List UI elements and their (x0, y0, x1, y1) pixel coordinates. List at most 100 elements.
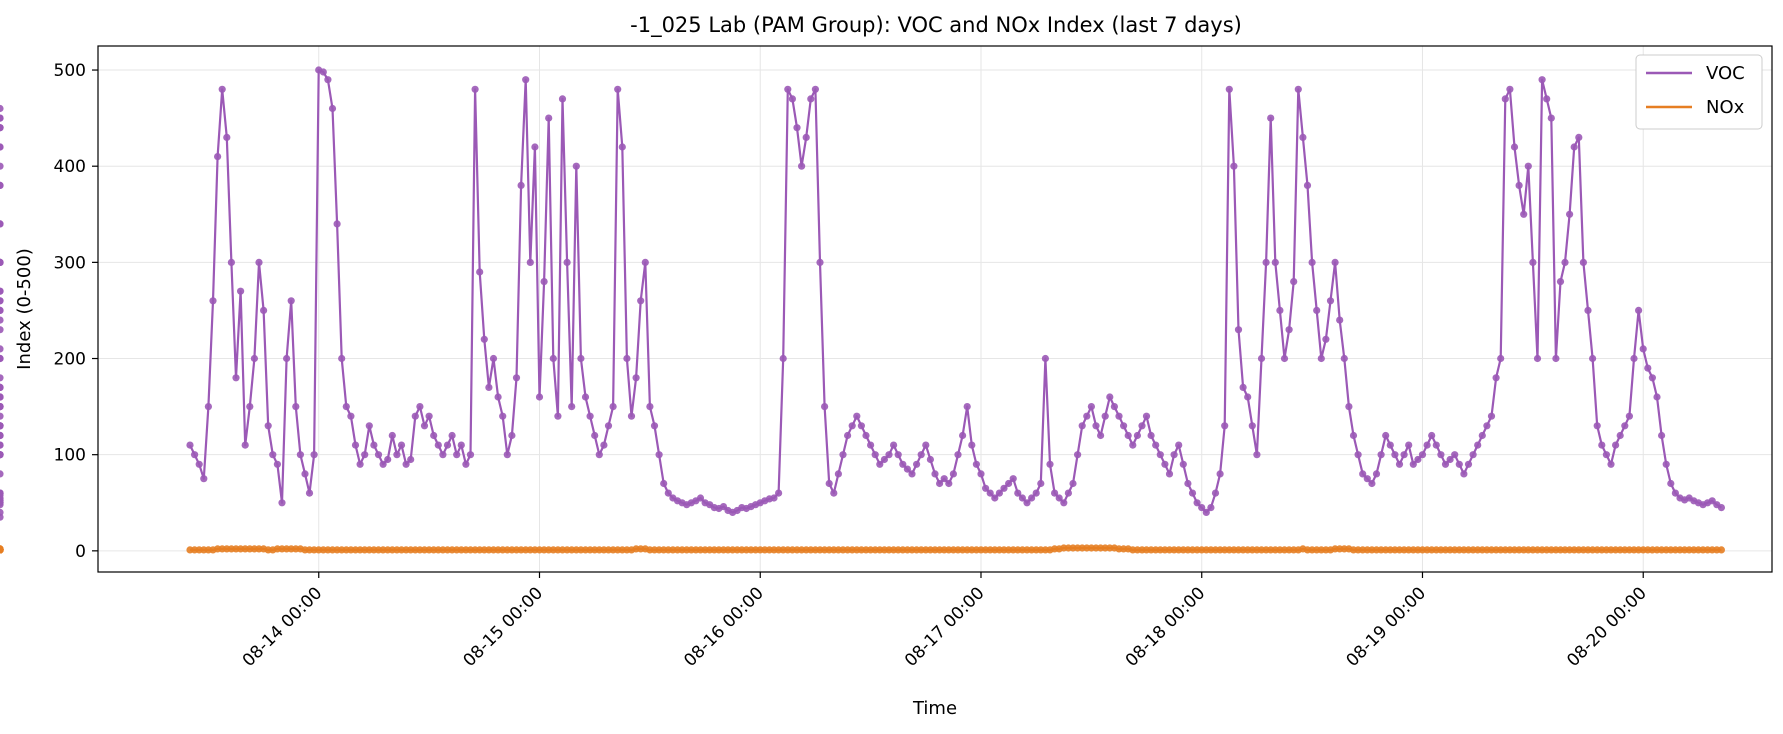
voc-point (655, 451, 663, 459)
voc-point (1225, 85, 1233, 93)
voc-point (1598, 441, 1606, 449)
voc-point (802, 133, 810, 141)
voc-point (1464, 460, 1473, 468)
voc-point (982, 484, 990, 492)
voc-point (1188, 489, 1197, 497)
voc-point (0, 124, 4, 132)
voc-point (798, 162, 806, 170)
voc-point (214, 153, 222, 161)
voc-point (1207, 504, 1215, 512)
voc-point (913, 460, 921, 468)
voc-point (195, 460, 203, 468)
voc-point (1184, 479, 1192, 488)
voc-point (609, 403, 617, 411)
voc-point (448, 431, 456, 440)
voc-point (204, 403, 212, 411)
voc-point (0, 513, 4, 521)
voc-point (191, 451, 199, 459)
voc-point (1253, 451, 1261, 459)
voc-point (1064, 489, 1072, 497)
voc-point (834, 470, 843, 478)
voc-point (347, 412, 355, 420)
voc-point (1101, 412, 1109, 420)
voc-point (0, 306, 4, 314)
voc-point (430, 431, 438, 440)
voc-point (1441, 460, 1450, 468)
voc-point (853, 412, 861, 420)
voc-point (411, 412, 419, 420)
voc-point (940, 475, 948, 483)
voc-point (1051, 489, 1059, 497)
voc-point (968, 441, 976, 449)
voc-point (1400, 451, 1408, 459)
voc-point (1069, 479, 1077, 488)
voc-point (388, 431, 396, 440)
voc-point (384, 455, 392, 464)
voc-point (586, 412, 594, 420)
voc-point (1547, 114, 1555, 122)
voc-point (1138, 422, 1146, 430)
voc-point (269, 451, 277, 459)
voc-point (1621, 422, 1629, 430)
voc-point (1474, 441, 1482, 449)
voc-point (1653, 393, 1661, 401)
voc-point (1566, 210, 1574, 218)
voc-point (867, 441, 875, 449)
voc-point (581, 393, 590, 401)
voc-point (499, 412, 507, 420)
voc-point (991, 494, 999, 502)
voc-point (972, 460, 981, 468)
voc-point (577, 354, 585, 363)
voc-point (0, 143, 4, 151)
voc-point (1501, 95, 1509, 103)
voc-point (890, 441, 898, 449)
voc-point (1290, 278, 1298, 286)
voc-point (1129, 441, 1137, 449)
voc-point (825, 479, 833, 488)
voc-point (1280, 354, 1289, 363)
voc-point (1607, 460, 1615, 468)
voc-point (1271, 258, 1279, 266)
voc-point (1110, 403, 1118, 411)
voc-point (1032, 489, 1040, 497)
voc-point (664, 489, 672, 497)
voc-point (494, 393, 502, 401)
voc-point (250, 354, 258, 363)
voc-point (1437, 451, 1445, 459)
voc-point (632, 374, 640, 382)
x-axis-label: Time (912, 698, 957, 719)
voc-point (1239, 383, 1247, 391)
voc-point (1336, 316, 1344, 324)
voc-point (237, 287, 245, 295)
voc-point (1115, 412, 1123, 420)
voc-point (1023, 499, 1031, 507)
voc-point (646, 403, 654, 411)
voc-point (844, 431, 852, 440)
voc-point (1359, 470, 1367, 478)
voc-point (811, 85, 820, 93)
voc-point (342, 403, 350, 411)
voc-point (908, 470, 916, 478)
voc-point (1497, 354, 1505, 363)
voc-point (476, 268, 484, 276)
voc-point (0, 470, 4, 478)
voc-point (563, 258, 571, 266)
voc-point (1267, 114, 1275, 122)
voc-point (1000, 484, 1008, 492)
voc-point (1193, 499, 1201, 507)
voc-point (1326, 297, 1335, 305)
voc-point (485, 383, 493, 391)
voc-point (1533, 354, 1542, 363)
voc-point (1244, 393, 1252, 401)
voc-point (614, 85, 622, 93)
voc-point (1386, 441, 1394, 449)
voc-point (770, 494, 778, 502)
y-tick-label: 100 (54, 446, 86, 466)
voc-point (977, 470, 985, 478)
voc-point (959, 431, 967, 440)
voc-point (0, 114, 4, 122)
voc-point (1294, 85, 1302, 93)
voc-point (775, 489, 783, 497)
voc-point (572, 162, 580, 170)
